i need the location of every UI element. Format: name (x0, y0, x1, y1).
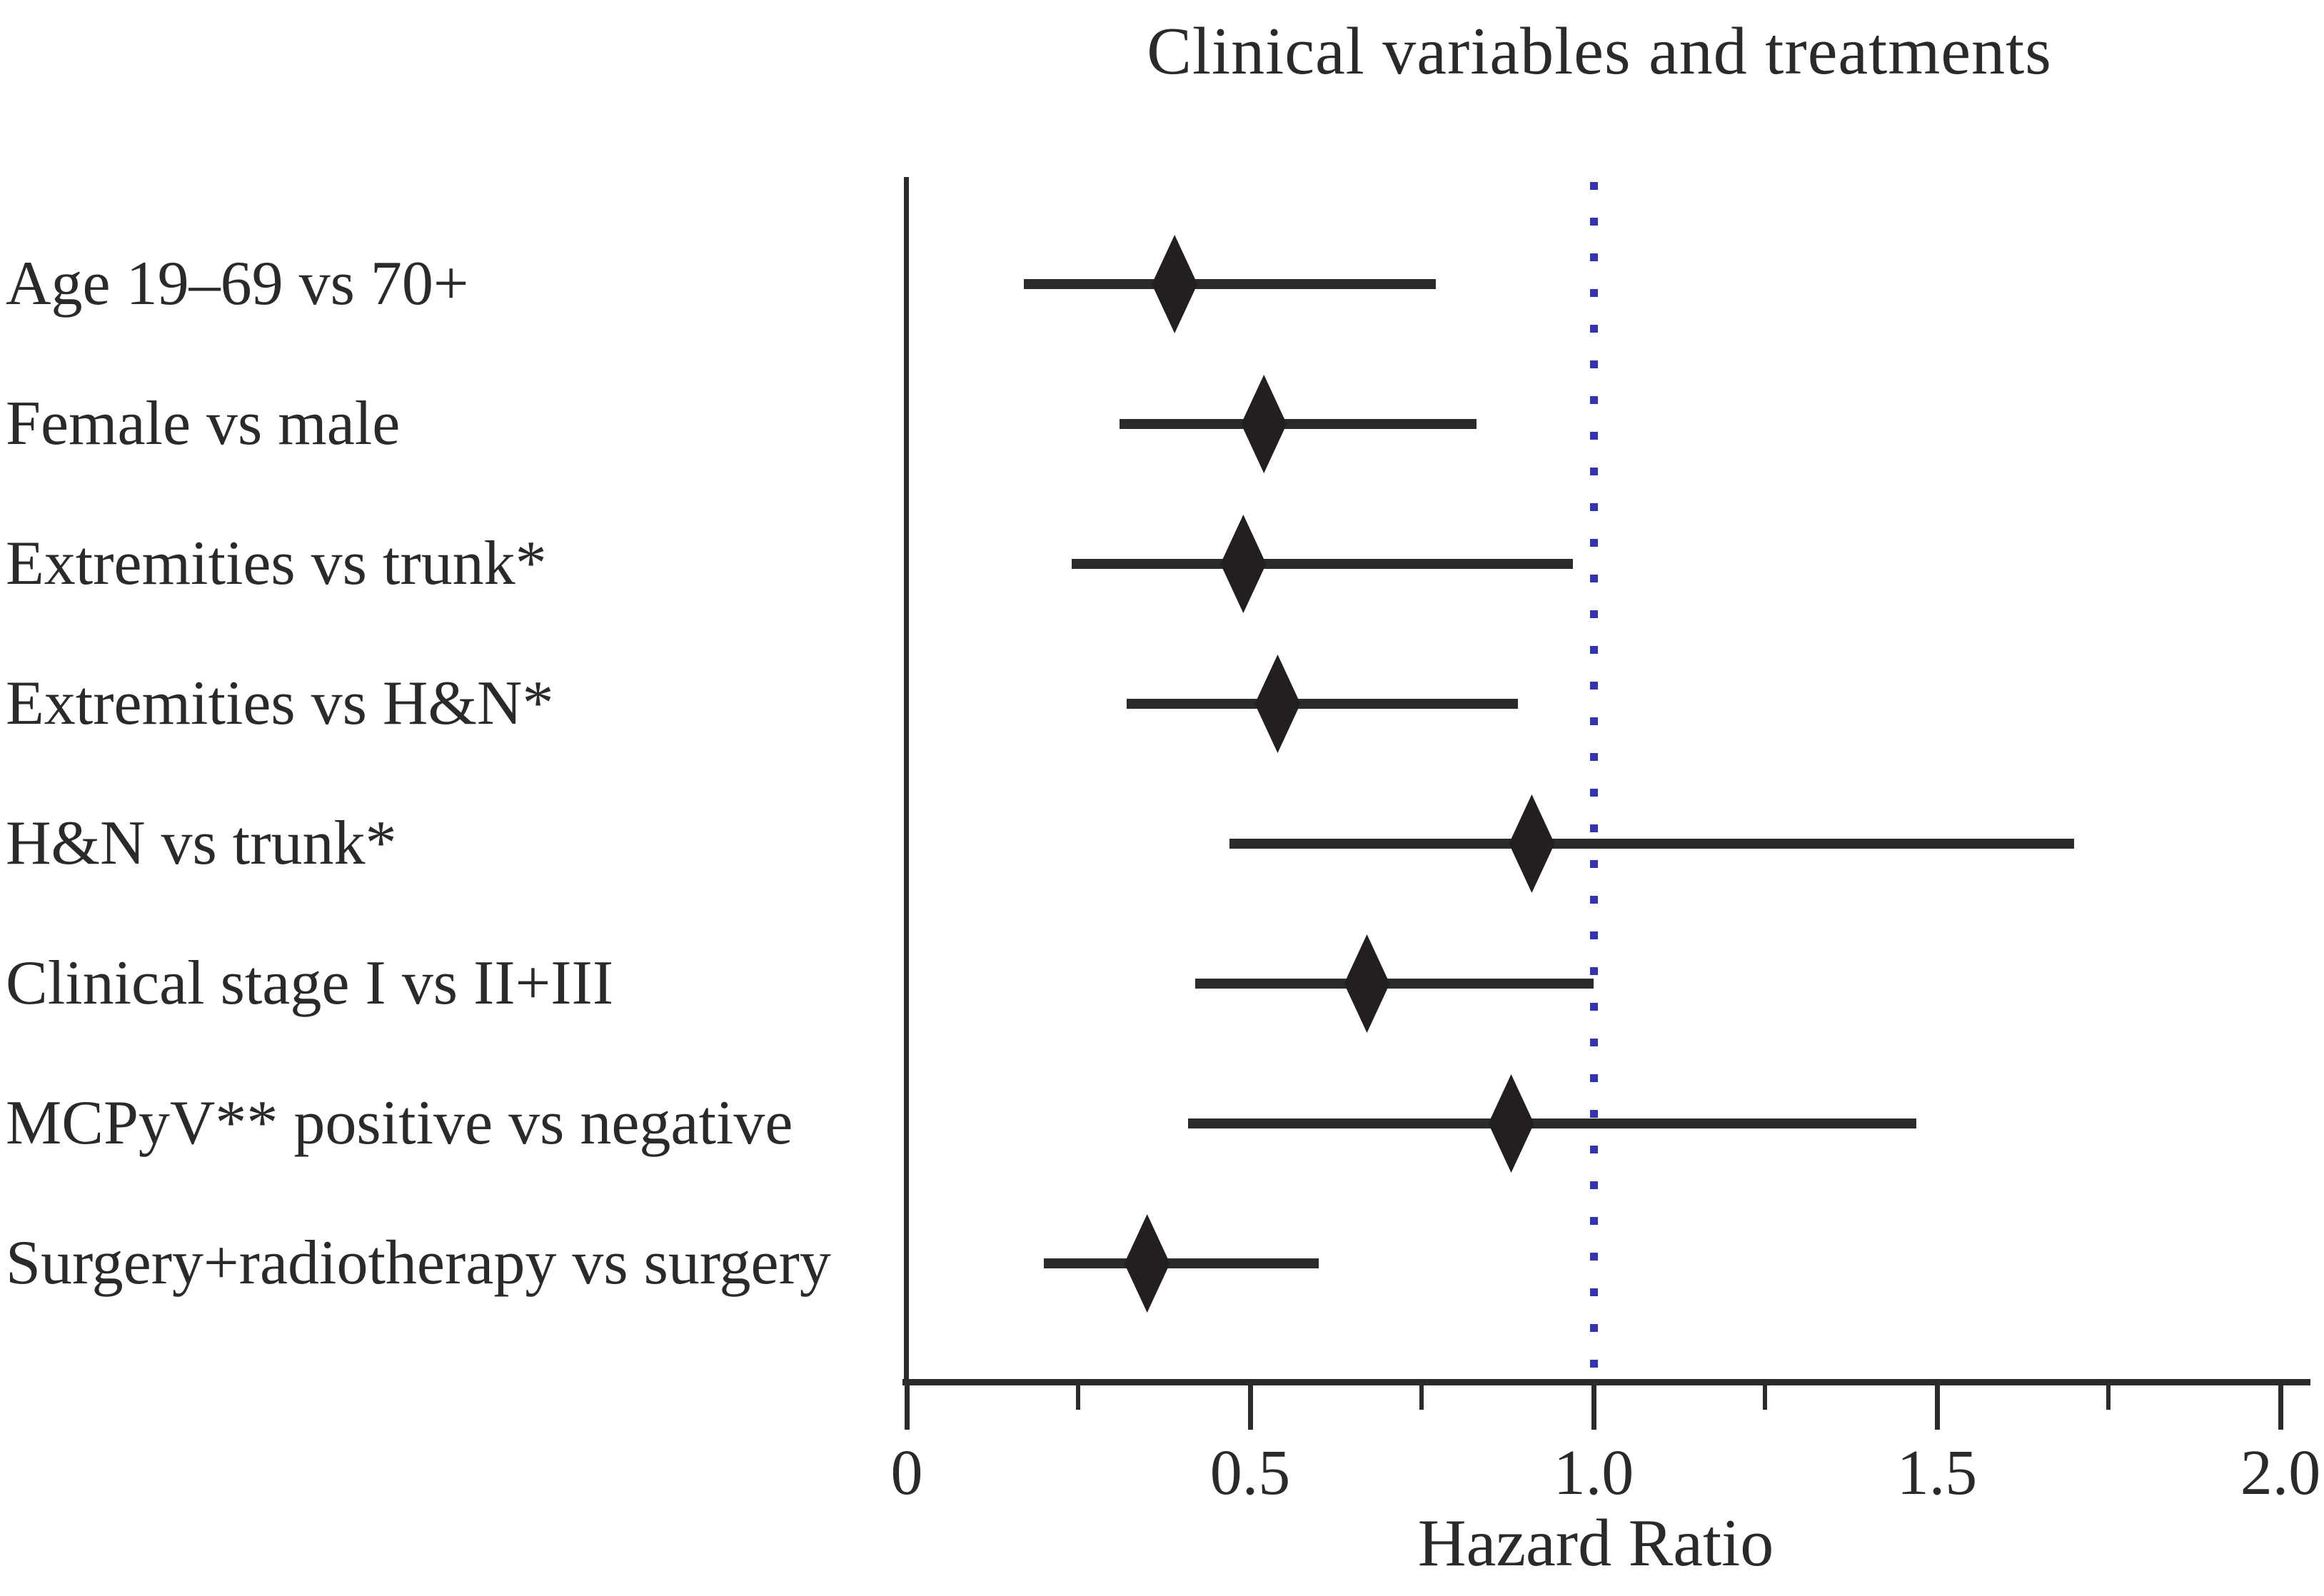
ci-whisker (1195, 979, 1594, 989)
row-label: MCPyV** positive vs negative (6, 1089, 793, 1158)
reference-line-hr1 (1590, 182, 1598, 1379)
x-axis-major-tick (904, 1385, 910, 1430)
chart-title: Clinical variables and treatments (1147, 14, 2052, 89)
ci-whisker (1023, 279, 1436, 289)
x-axis-minor-tick (1076, 1385, 1080, 1410)
x-axis-tick-label: 0 (890, 1438, 923, 1508)
ci-whisker (1126, 699, 1519, 709)
hr-diamond-marker (1509, 794, 1555, 893)
hr-diamond-marker (1220, 515, 1267, 613)
ci-whisker (1120, 419, 1477, 429)
x-axis-tick-label: 0.5 (1209, 1438, 1291, 1508)
hr-diamond-marker (1241, 375, 1287, 473)
row-label: Age 19–69 vs 70+ (6, 249, 469, 318)
x-axis-minor-tick (1763, 1385, 1767, 1410)
x-axis-line (902, 1379, 2310, 1385)
hr-diamond-marker (1254, 655, 1301, 753)
x-axis-minor-tick (2106, 1385, 2111, 1410)
ci-whisker (1188, 1118, 1917, 1128)
ci-whisker (1044, 1258, 1319, 1268)
row-label: Clinical stage I vs II+III (6, 949, 614, 1018)
hr-diamond-marker (1124, 1214, 1170, 1313)
x-axis-tick-label: 2.0 (2240, 1438, 2321, 1508)
x-axis-tick-label: 1.0 (1553, 1438, 1634, 1508)
x-axis-tick-label: 1.5 (1896, 1438, 1978, 1508)
hr-diamond-marker (1344, 934, 1390, 1033)
ci-whisker (1229, 839, 2075, 849)
x-axis-major-tick (1591, 1385, 1596, 1430)
row-label: H&N vs trunk* (6, 809, 397, 878)
y-axis-line (904, 177, 909, 1385)
hr-diamond-marker (1488, 1074, 1534, 1173)
row-label: Extremities vs trunk* (6, 529, 547, 598)
row-label: Extremities vs H&N* (6, 669, 554, 738)
x-axis-major-tick (2278, 1385, 2283, 1430)
row-label: Surgery+radiotherapy vs surgery (6, 1228, 831, 1298)
x-axis-title: Hazard Ratio (1417, 1506, 1774, 1580)
ci-whisker (1071, 559, 1574, 569)
row-label: Female vs male (6, 389, 401, 458)
x-axis-major-tick (1247, 1385, 1253, 1430)
x-axis-major-tick (1934, 1385, 1940, 1430)
x-axis-minor-tick (1419, 1385, 1424, 1410)
hr-diamond-marker (1152, 235, 1198, 333)
